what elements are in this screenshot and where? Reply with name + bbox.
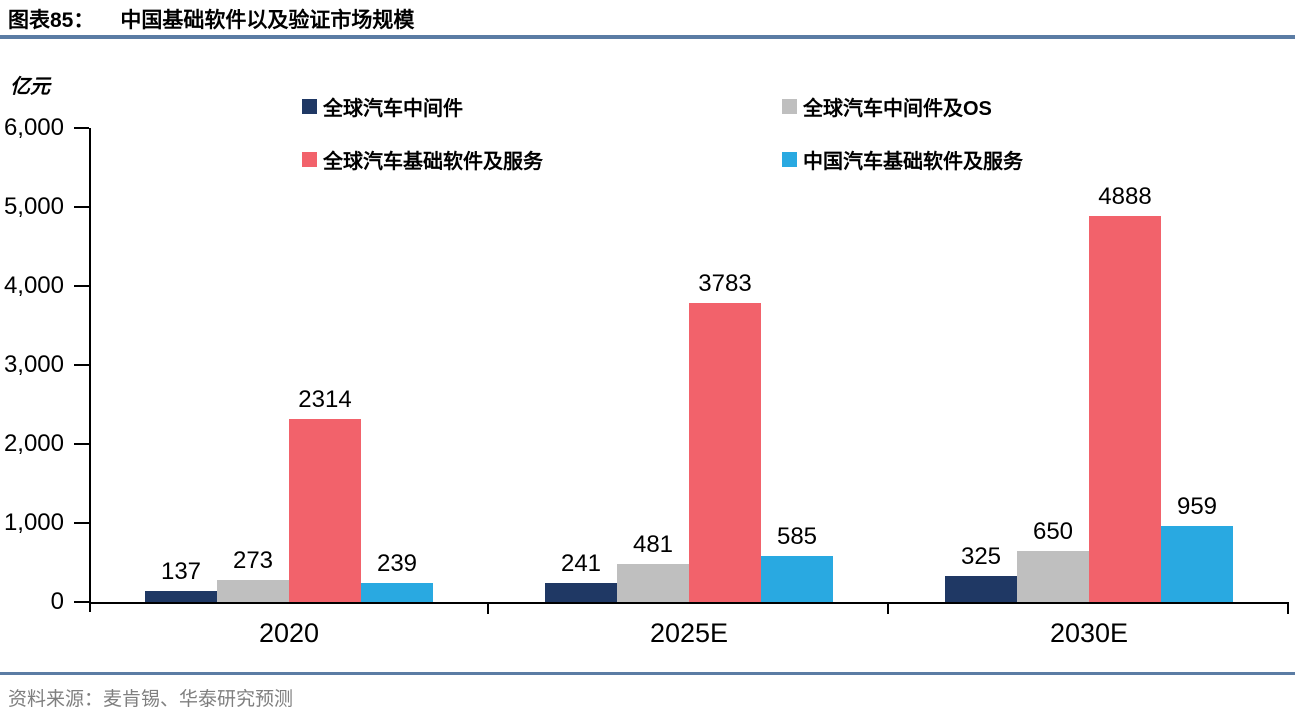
figure-number-label: 图表85：	[8, 9, 95, 32]
figure-title: 中国基础软件以及验证市场规模	[120, 9, 415, 32]
legend-label: 全球汽车中间件	[323, 98, 463, 120]
bar-series1-2025E	[617, 564, 689, 602]
bar-series2-2020	[289, 419, 361, 602]
y-axis-tick-label: 0	[50, 588, 64, 615]
x-axis-category-label: 2020	[258, 618, 320, 648]
bar-value-label: 2314	[298, 386, 352, 413]
y-axis-tick-label: 6,000	[3, 114, 64, 141]
figure-header: 图表85： 中国基础软件以及验证市场规模	[8, 4, 414, 34]
bar-value-label: 273	[232, 547, 274, 574]
y-axis-tick-label: 4,000	[3, 272, 64, 299]
y-axis	[89, 128, 91, 612]
legend-swatch-icon	[302, 152, 317, 167]
legend-label: 全球汽车中间件及OS	[803, 98, 992, 120]
y-axis-tick-label: 3,000	[3, 351, 64, 378]
bar-series0-2020	[145, 591, 217, 602]
x-axis-category-label: 2030E	[1049, 618, 1129, 648]
header-divider-line	[0, 35, 1295, 39]
y-axis-tick-label: 5,000	[3, 193, 64, 220]
x-axis	[89, 602, 1289, 604]
y-axis-unit-label: 亿元	[10, 76, 50, 98]
bar-value-label: 481	[632, 531, 674, 558]
legend-item-0: 全球汽车中间件	[302, 92, 782, 121]
bar-series2-2030E	[1089, 216, 1161, 602]
y-axis-tick	[74, 601, 89, 603]
bar-series0-2025E	[545, 583, 617, 602]
footer-divider-line	[0, 672, 1295, 675]
legend-swatch-icon	[302, 99, 317, 114]
bar-value-label: 4888	[1098, 183, 1152, 210]
y-axis-tick	[74, 127, 89, 129]
bar-series3-2030E	[1161, 526, 1233, 602]
y-axis-tick	[74, 206, 89, 208]
legend-item-3: 中国汽车基础软件及服务	[782, 145, 1023, 174]
x-axis-tick	[887, 604, 889, 614]
legend-label: 全球汽车基础软件及服务	[323, 151, 543, 173]
source-note: 资料来源：麦肯锡、华泰研究预测	[8, 689, 294, 710]
legend-label: 中国汽车基础软件及服务	[803, 151, 1023, 173]
bar-series2-2025E	[689, 303, 761, 602]
legend-swatch-icon	[782, 152, 797, 167]
y-axis-tick-label: 2,000	[3, 430, 64, 457]
bar-value-label: 585	[776, 523, 818, 550]
y-axis-tick	[74, 364, 89, 366]
x-axis-tick	[487, 604, 489, 614]
bar-value-label: 241	[560, 550, 602, 577]
bar-value-label: 3783	[698, 270, 752, 297]
bar-value-label: 137	[160, 558, 202, 585]
bar-series0-2030E	[945, 576, 1017, 602]
bar-series3-2020	[361, 583, 433, 602]
x-axis-category-label: 2025E	[649, 618, 729, 648]
bar-value-label: 325	[960, 543, 1002, 570]
chart-legend: 全球汽车中间件 全球汽车中间件及OS 全球汽车基础软件及服务 中国汽车基础软件及服务	[302, 92, 1023, 174]
legend-swatch-icon	[782, 99, 797, 114]
bar-value-label: 959	[1176, 493, 1218, 520]
bar-series1-2020	[217, 580, 289, 602]
bar-series1-2030E	[1017, 551, 1089, 602]
y-axis-tick-label: 1,000	[3, 509, 64, 536]
y-axis-tick	[74, 285, 89, 287]
bar-value-label: 650	[1032, 518, 1074, 545]
bar-series3-2025E	[761, 556, 833, 602]
y-axis-tick	[74, 443, 89, 445]
bar-value-label: 239	[376, 550, 418, 577]
x-axis-tick	[1287, 604, 1289, 614]
y-axis-tick	[74, 522, 89, 524]
legend-item-2: 全球汽车基础软件及服务	[302, 145, 782, 174]
legend-item-1: 全球汽车中间件及OS	[782, 92, 1023, 121]
